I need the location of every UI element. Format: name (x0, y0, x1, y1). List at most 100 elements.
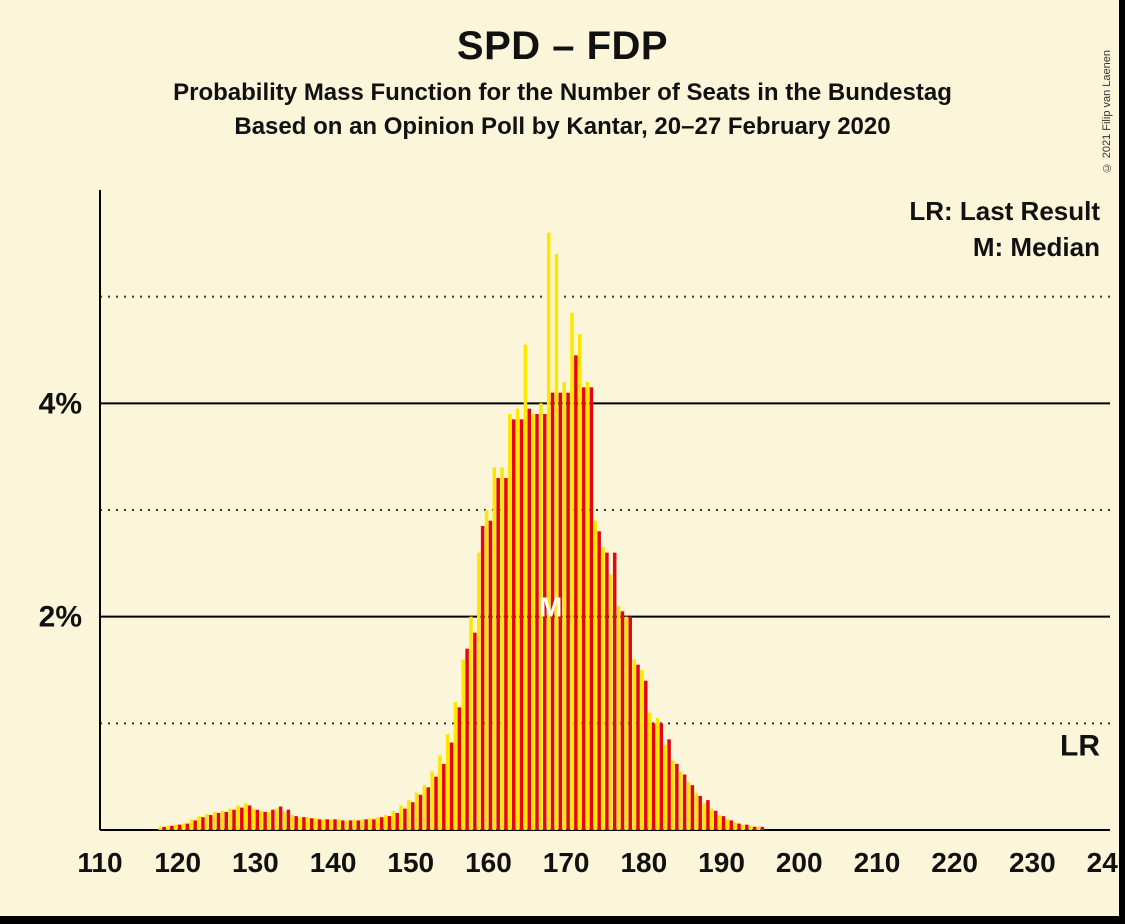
bar-yellow (477, 553, 480, 830)
bar-yellow (695, 793, 698, 830)
bar-yellow (508, 414, 511, 830)
bar-yellow (663, 745, 666, 830)
x-tick-label: 190 (698, 847, 745, 878)
bar-red (481, 526, 484, 830)
bar-yellow (259, 811, 262, 830)
bar-red (496, 478, 499, 830)
bar-red (675, 764, 678, 830)
bar-yellow (547, 233, 550, 830)
bar-red (753, 827, 756, 830)
bar-red (629, 617, 632, 830)
x-tick-label: 140 (310, 847, 357, 878)
bar-yellow (236, 805, 239, 830)
bar-yellow (438, 755, 441, 830)
bar-red (256, 810, 259, 830)
bar-yellow (741, 825, 744, 830)
bar-yellow (524, 345, 527, 830)
bar-red (714, 811, 717, 830)
bar-red (582, 387, 585, 830)
bar-yellow (656, 718, 659, 830)
page-bottom-border (0, 916, 1125, 924)
bar-yellow (384, 815, 387, 830)
bar-yellow (454, 702, 457, 830)
bar-yellow (601, 547, 604, 830)
page-right-border (1119, 0, 1125, 924)
bar-red (722, 816, 725, 830)
copyright-text: © 2021 Filip van Laenen (1101, 50, 1113, 173)
bar-yellow (679, 771, 682, 830)
bar-red (294, 816, 297, 830)
bar-red (388, 816, 391, 830)
x-tick-label: 120 (154, 847, 201, 878)
bar-yellow (562, 382, 565, 830)
bar-yellow (632, 659, 635, 830)
chart-subtitle-2: Based on an Opinion Poll by Kantar, 20–2… (0, 113, 1125, 141)
bar-red (566, 393, 569, 830)
bar-yellow (166, 826, 169, 830)
bar-red (279, 807, 282, 830)
bar-red (193, 820, 196, 830)
bar-red (271, 810, 274, 830)
bar-yellow (586, 382, 589, 830)
bar-yellow (322, 819, 325, 830)
x-tick-label: 170 (543, 847, 590, 878)
bar-yellow (415, 793, 418, 830)
bar-red (698, 796, 701, 830)
bar-yellow (190, 819, 193, 830)
bar-red (240, 808, 243, 830)
bar-red (162, 827, 165, 830)
bar-red (186, 824, 189, 830)
bar-yellow (306, 817, 309, 830)
bar-red (489, 521, 492, 830)
bar-red (691, 785, 694, 830)
bar-yellow (609, 574, 612, 830)
median-marker: M (539, 592, 562, 623)
y-tick-label: 4% (39, 387, 82, 420)
bar-yellow (298, 817, 301, 830)
bar-yellow (555, 254, 558, 830)
bar-yellow (733, 823, 736, 830)
bar-red (504, 478, 507, 830)
bar-red (667, 739, 670, 830)
bar-yellow (392, 811, 395, 830)
bar-yellow (267, 812, 270, 830)
bar-red (318, 819, 321, 830)
bar-yellow (430, 771, 433, 830)
bar-red (730, 820, 733, 830)
bar-yellow (617, 606, 620, 830)
bar-yellow (205, 814, 208, 830)
bar-yellow (213, 812, 216, 830)
bar-yellow (570, 313, 573, 830)
bar-red (636, 665, 639, 830)
bar-red (427, 787, 430, 830)
bar-red (520, 419, 523, 830)
bar-red (310, 818, 313, 830)
bar-red (644, 681, 647, 830)
bar-red (225, 812, 228, 830)
bar-yellow (252, 809, 255, 830)
bar-yellow (158, 827, 161, 830)
bar-red (403, 809, 406, 830)
bar-red (380, 817, 383, 830)
x-tick-label: 130 (232, 847, 279, 878)
bar-yellow (329, 819, 332, 830)
x-tick-label: 220 (931, 847, 978, 878)
bar-yellow (749, 826, 752, 830)
bar-red (737, 824, 740, 830)
bar-red (248, 805, 251, 830)
bar-red (512, 419, 515, 830)
chart-svg: 2%4%110120130140150160170180190200210220… (0, 190, 1125, 890)
bar-yellow (376, 817, 379, 830)
bar-red (450, 743, 453, 830)
bar-yellow (640, 670, 643, 830)
bar-yellow (671, 761, 674, 830)
bar-red (473, 633, 476, 830)
lr-marker: LR (1060, 729, 1100, 762)
bar-red (660, 723, 663, 830)
bar-red (574, 355, 577, 830)
bar-yellow (345, 820, 348, 830)
bar-yellow (399, 805, 402, 830)
bar-yellow (531, 414, 534, 830)
x-tick-label: 180 (620, 847, 667, 878)
bar-red (232, 810, 235, 830)
